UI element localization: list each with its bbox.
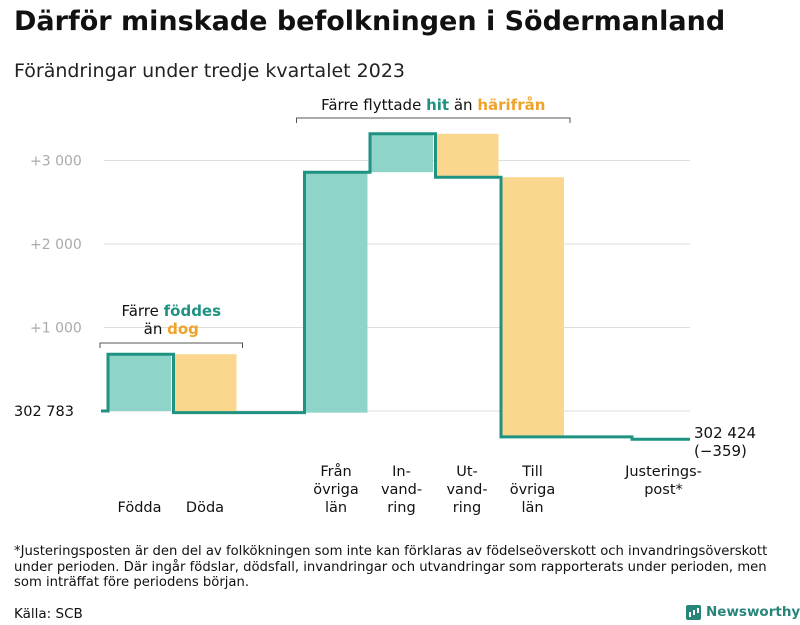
category-label: övriga xyxy=(510,482,556,498)
category-label: Döda xyxy=(186,500,224,516)
newsworthy-logo-icon xyxy=(686,604,701,620)
category-label: vand- xyxy=(446,482,487,498)
category-label: Födda xyxy=(118,500,162,516)
y-tick-label: +3 000 xyxy=(30,154,82,170)
annotation-bracket xyxy=(99,342,243,348)
brand: Newsworthy xyxy=(686,604,800,620)
waterfall-bar xyxy=(304,172,368,413)
footnote: *Justeringsposten är den del av folkökni… xyxy=(14,544,768,590)
category-label: län xyxy=(521,500,543,516)
waterfall-bar xyxy=(108,354,171,411)
y-tick-label: +1 000 xyxy=(30,321,82,337)
category-label: ring xyxy=(387,500,415,516)
waterfall-bar xyxy=(435,133,499,178)
category-label: In- xyxy=(392,464,411,480)
category-label: Till xyxy=(521,464,543,480)
waterfall-bar xyxy=(173,354,237,413)
annotation-bracket xyxy=(296,117,571,123)
annotation-text: än dog xyxy=(144,320,199,338)
category-label: län xyxy=(325,500,347,516)
chart-subtitle: Förändringar under tredje kvartalet 2023 xyxy=(14,60,406,82)
category-label: Justerings- xyxy=(624,464,702,480)
annotation-text: Färre flyttade hit än härifrån xyxy=(321,96,545,114)
chart-title: Därför minskade befolkningen i Södermanl… xyxy=(14,6,726,37)
y-tick-label: +2 000 xyxy=(30,237,82,253)
category-label: Från xyxy=(320,463,351,480)
start-value-label: 302 783 xyxy=(14,404,74,420)
category-label: post* xyxy=(644,482,683,498)
end-value-label: (−359) xyxy=(694,442,747,460)
annotation-text: Färre föddes xyxy=(121,302,221,320)
category-label: vand- xyxy=(381,482,422,498)
category-label: Ut- xyxy=(456,464,478,480)
cumulative-line xyxy=(101,132,690,441)
waterfall-bar xyxy=(501,177,564,437)
brand-name: Newsworthy xyxy=(706,604,800,620)
source-label: Källa: SCB xyxy=(14,606,83,622)
category-label: ring xyxy=(453,500,481,516)
waterfall-chart: +1 000 +2 000 +3 000 Födda Döda Från övriga län… xyxy=(14,96,756,516)
end-value-label: 302 424 xyxy=(694,424,756,442)
waterfall-bar xyxy=(370,133,433,173)
category-label: övriga xyxy=(313,482,359,498)
